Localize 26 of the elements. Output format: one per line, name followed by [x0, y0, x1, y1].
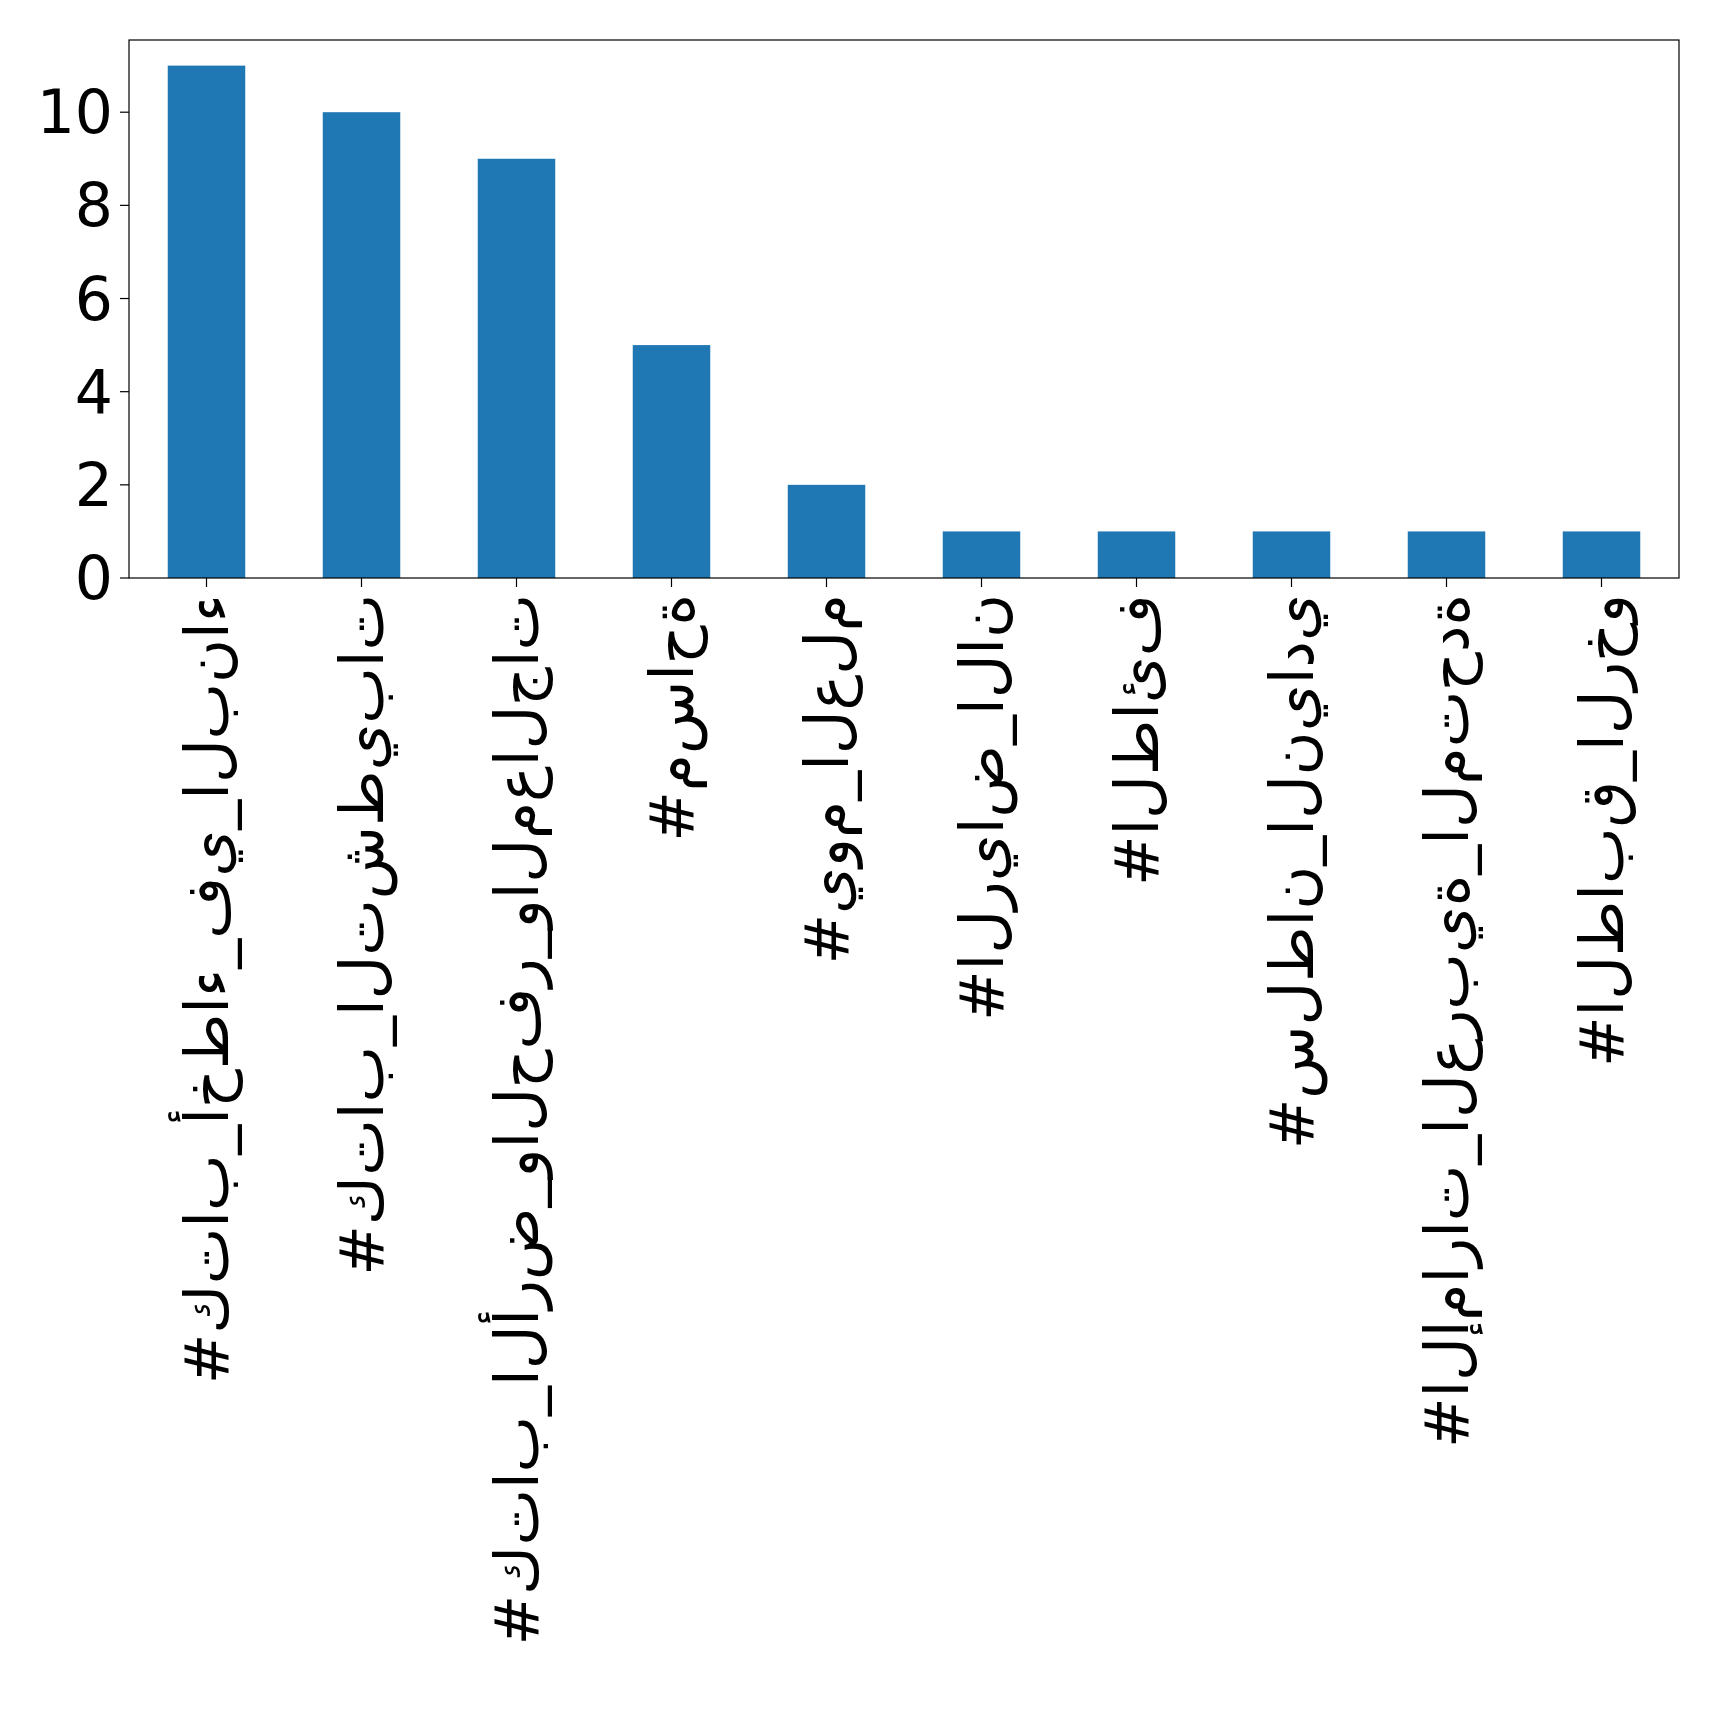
x-tick-label: #الرياض_الان: [946, 594, 1018, 1021]
bar: [167, 65, 246, 578]
y-tick-label: 8: [74, 170, 113, 241]
y-tick-label: 2: [74, 449, 113, 520]
y-tick-label: 4: [74, 356, 113, 427]
bar: [632, 345, 711, 578]
bar: [1252, 531, 1331, 578]
bar: [1562, 531, 1641, 578]
y-tick-label: 6: [74, 263, 113, 334]
bar: [477, 158, 556, 578]
bar: [1407, 531, 1486, 578]
bar: [322, 112, 401, 578]
x-tick-label: #يوم_العلم: [791, 594, 863, 965]
x-tick-label: #كتاب_أخطاء_في_البناء: [167, 594, 243, 1384]
bar: [1097, 531, 1176, 578]
x-tick-label: #سلطان_النيادي: [1256, 594, 1328, 1149]
bar: [787, 484, 866, 578]
x-tick-label: #مساحة: [636, 594, 708, 842]
x-tick-label: #الإمارات_العربية_المتحدة: [1411, 594, 1483, 1448]
y-tick-label: 0: [74, 543, 113, 613]
bar: [942, 531, 1021, 578]
y-tick-label: 10: [36, 77, 113, 148]
x-tick-label: #الطابق_الرخو: [1566, 594, 1638, 1067]
x-tick-label: #الطائف: [1101, 594, 1172, 886]
x-tick-label: #كتاب_التشطيبات: [326, 594, 398, 1276]
x-tick-label: #كتاب_الأرض_والحفر_والمعالجات: [477, 594, 553, 1646]
